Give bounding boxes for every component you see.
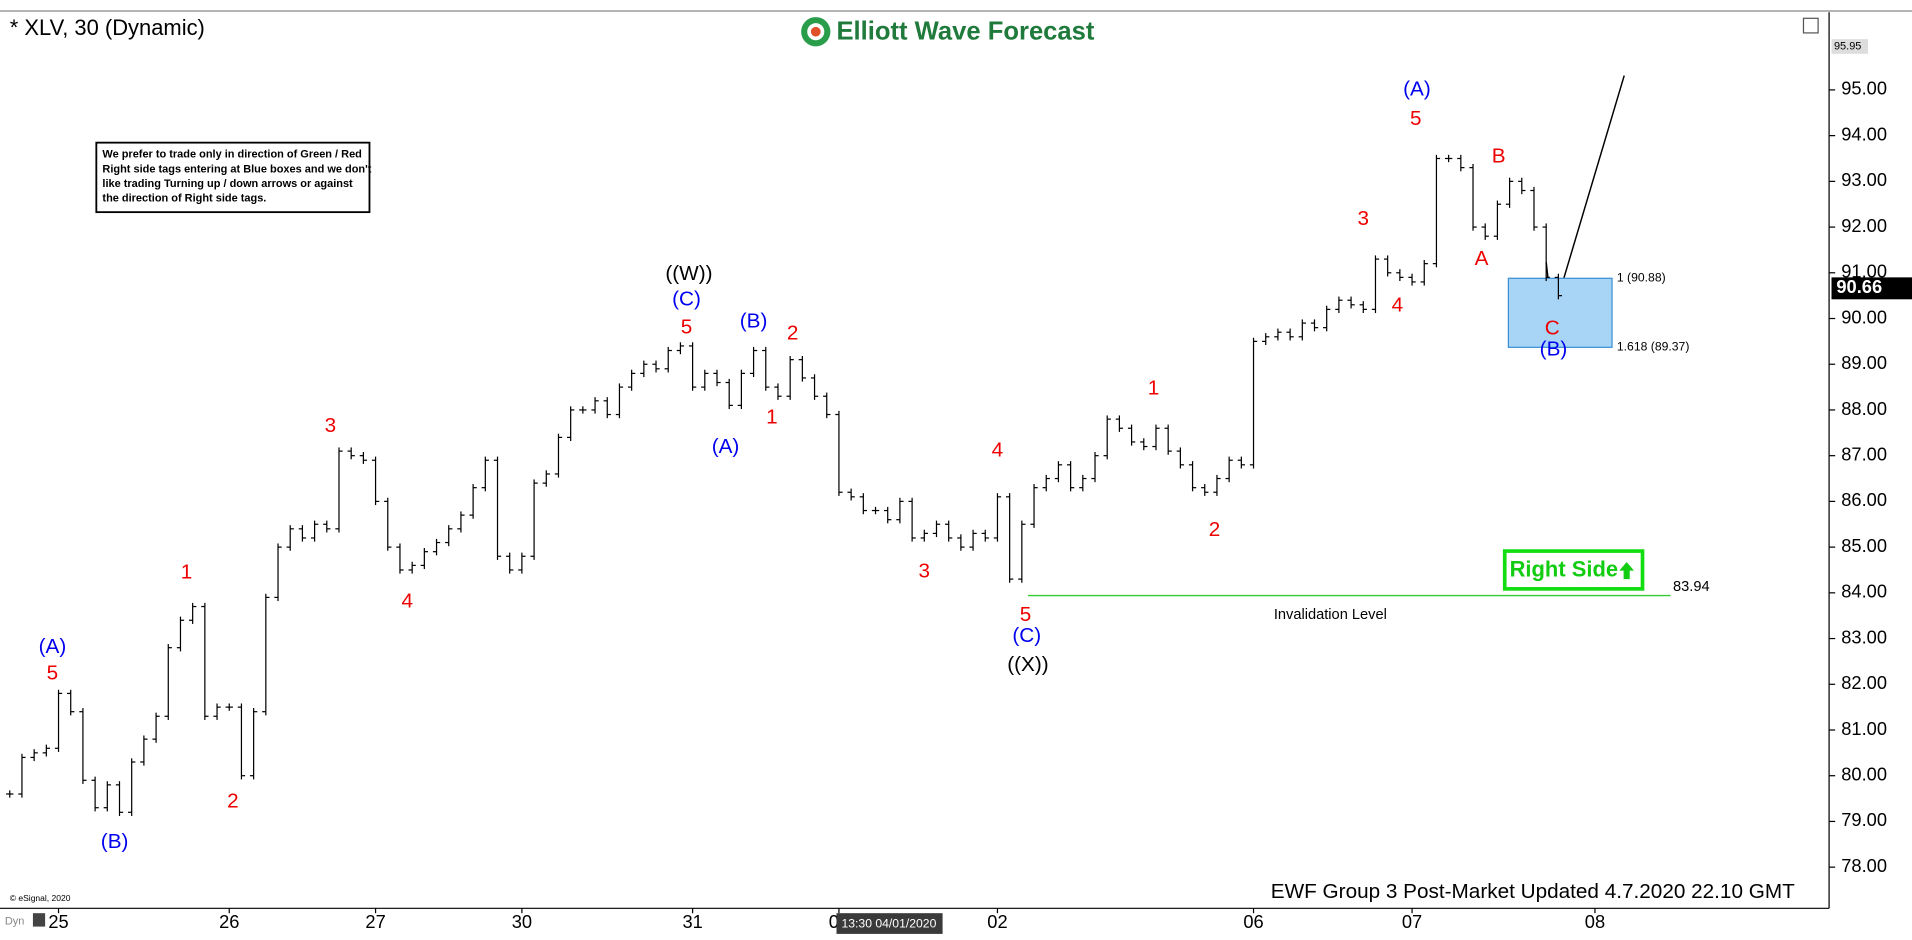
window-button[interactable] <box>1802 17 1819 34</box>
brand: Elliott Wave Forecast <box>837 18 1095 46</box>
x-tick-label: 31 <box>682 911 702 932</box>
logo-icon <box>810 26 821 37</box>
corner-label: Dyn <box>5 916 25 928</box>
wave-label: 3 <box>1358 207 1370 230</box>
wave-label: 2 <box>787 322 799 345</box>
y-tick-label: 87.00 <box>1841 444 1887 465</box>
wave-label: (B) <box>101 830 129 853</box>
top-price-box <box>1831 39 1869 54</box>
right-side-box <box>1502 549 1645 591</box>
y-tick-label: 81.00 <box>1841 718 1887 739</box>
x-tick-label: 08 <box>1585 911 1605 932</box>
wave-label: 3 <box>919 559 931 582</box>
y-tick-label: 82.00 <box>1841 672 1887 693</box>
y-tick-label: 84.00 <box>1841 581 1887 602</box>
x-tick-label: 30 <box>512 911 532 932</box>
chart-title: * XLV, 30 (Dynamic) <box>10 15 205 40</box>
y-tick-label: 83.00 <box>1841 626 1887 647</box>
wave-label: 2 <box>1209 518 1221 541</box>
corner-button[interactable] <box>32 913 46 927</box>
wave-label: (B) <box>1540 337 1568 360</box>
wave-label: ((X)) <box>1007 653 1048 676</box>
cursor-box <box>836 913 943 934</box>
wave-label: (A) <box>712 435 740 458</box>
fib-label: 1.618 (89.37) <box>1617 340 1690 354</box>
x-tick-label: 06 <box>1243 911 1263 932</box>
note-line: We prefer to trade only in direction of … <box>102 149 361 161</box>
wave-label: (C) <box>1012 624 1041 647</box>
wave-label: 1 <box>766 406 778 429</box>
y-tick-label: 95.00 <box>1841 78 1887 99</box>
invalidation-label: Invalidation Level <box>1274 607 1387 623</box>
y-tick-label: 86.00 <box>1841 489 1887 510</box>
wave-label: 4 <box>402 590 414 613</box>
y-tick-label: 85.00 <box>1841 535 1887 556</box>
note-box <box>95 141 371 214</box>
footer: EWF Group 3 Post-Market Updated 4.7.2020… <box>1271 880 1795 903</box>
x-tick-label: 25 <box>48 911 68 932</box>
wave-label: 1 <box>181 560 193 583</box>
invalidation-value: 83.94 <box>1673 579 1710 595</box>
x-tick-label: 27 <box>365 911 385 932</box>
wave-label: (C) <box>672 287 701 310</box>
up-arrow <box>1619 562 1634 580</box>
y-tick-label: 94.00 <box>1841 123 1887 144</box>
wave-label: 4 <box>992 439 1004 462</box>
last-price-box <box>1831 277 1912 300</box>
top-price: 95.95 <box>1834 40 1861 52</box>
last-price: 90.66 <box>1836 276 1882 297</box>
y-tick-label: 90.00 <box>1841 306 1887 327</box>
x-tick-label: 02 <box>987 911 1007 932</box>
logo: Elliott Wave Forecast <box>801 17 1095 47</box>
y-tick-label: 89.00 <box>1841 352 1887 373</box>
y-tick-label: 79.00 <box>1841 809 1887 830</box>
y-tick-label: 92.00 <box>1841 215 1887 236</box>
y-tick-label: 78.00 <box>1841 855 1887 876</box>
copyright: © eSignal, 2020 <box>10 893 71 903</box>
wave-label: 4 <box>1392 293 1404 316</box>
wave-label: A <box>1475 247 1489 270</box>
wave-label: 2 <box>227 790 239 813</box>
x-tick-label: 26 <box>219 911 239 932</box>
wave-label: C <box>1545 317 1560 340</box>
x-tick-label: 07 <box>1402 911 1422 932</box>
target-box <box>1507 277 1613 348</box>
wave-label: (A) <box>39 635 67 658</box>
wave-label: 5 <box>47 662 59 685</box>
fib-label: 1 (90.88) <box>1617 271 1666 285</box>
y-tick-label: 88.00 <box>1841 398 1887 419</box>
wave-label: (B) <box>740 309 768 332</box>
right-side-text: Right Side <box>1510 556 1618 581</box>
wave-label: 5 <box>681 315 693 338</box>
y-tick-label: 80.00 <box>1841 764 1887 785</box>
wave-label: 3 <box>325 414 337 437</box>
wave-label: B <box>1492 145 1506 168</box>
y-tick-label: 91.00 <box>1841 261 1887 282</box>
wave-label: 1 <box>1148 376 1160 399</box>
wave-label: (A) <box>1403 78 1431 101</box>
wave-label: 5 <box>1020 603 1032 626</box>
note-line: Right side tags entering at Blue boxes a… <box>102 163 371 175</box>
note-line: the direction of Right side tags. <box>102 193 266 205</box>
wave-label: ((W)) <box>665 262 712 285</box>
wave-label: 5 <box>1410 107 1422 130</box>
cursor-label: 13:30 04/01/2020 <box>841 916 936 930</box>
note-line: like trading Turning up / down arrows or… <box>102 178 353 190</box>
y-tick-label: 93.00 <box>1841 169 1887 190</box>
right-side-button: Right Side <box>1502 549 1645 591</box>
